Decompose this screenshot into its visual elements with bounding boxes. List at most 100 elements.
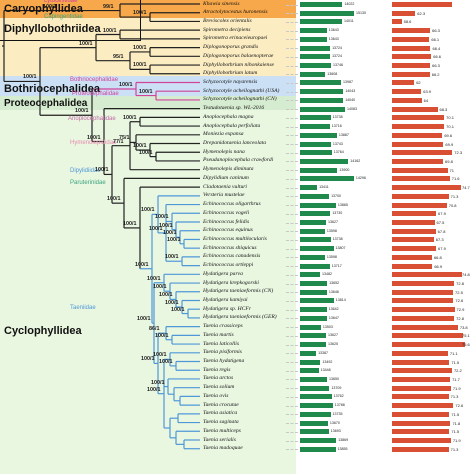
- support-value: 100/1: [155, 332, 169, 339]
- genome-size-bar: [300, 246, 334, 252]
- at-content-bar: [392, 333, 463, 339]
- at-content-bar: [392, 211, 437, 217]
- at-content-value: 67.9: [438, 211, 446, 217]
- species-name: Echinococcus shiquicus: [203, 244, 257, 251]
- species-name: Taenia martis: [203, 331, 234, 338]
- genome-size-value: 13646: [328, 289, 339, 294]
- species-name: Taenia solium: [203, 384, 235, 391]
- at-content-bar: [392, 254, 432, 260]
- genome-size-value: 13788: [334, 403, 345, 408]
- at-content-value: 71.3: [450, 193, 459, 199]
- genome-size-value: 14296: [355, 176, 366, 181]
- order-band: [0, 96, 296, 110]
- species-name: Diphyllobothrium nihonkaiense: [203, 61, 275, 68]
- genome-size-bar: [300, 106, 345, 112]
- at-content-value: 70.1: [446, 124, 454, 130]
- genome-size-bar: [300, 324, 321, 330]
- at-content-value: 64: [423, 97, 429, 103]
- genome-size-bar: [300, 28, 327, 34]
- family-label: Lytocestidae: [44, 0, 78, 4]
- at-content-value: 72.2: [453, 368, 462, 374]
- tip-guide: [286, 222, 298, 224]
- genome-size-bar: [300, 376, 327, 382]
- tip-guide: [286, 300, 298, 302]
- family-label: Anoplocephalidae: [68, 116, 116, 122]
- tip-guide: [286, 135, 298, 137]
- support-value: 100/1: [23, 74, 37, 81]
- at-content-bar: [392, 106, 438, 112]
- genome-size-value: 14162: [350, 158, 361, 163]
- genome-size-value: 14043: [345, 89, 356, 94]
- at-content-bar: [392, 97, 422, 103]
- genome-size-value: 13387: [318, 350, 329, 355]
- genome-size-value: 13492: [322, 359, 333, 364]
- tip-guide: [286, 449, 298, 451]
- genome-size-bar: [300, 150, 332, 156]
- genome-size-value: 13987: [342, 80, 353, 85]
- genome-size-bar: [300, 307, 327, 313]
- genome-size-value: 13887: [338, 132, 349, 137]
- genome-size-bar: [300, 158, 349, 164]
- genome-size-bar: [300, 359, 321, 365]
- order-label: Diphyllobothriidea: [4, 23, 101, 35]
- species-name: Atractolytocestus huronensis: [203, 9, 268, 16]
- species-name: Taenia laticollis: [203, 340, 240, 347]
- at-content-value: 75.6: [462, 342, 470, 348]
- genome-size-value: 13411: [319, 185, 329, 190]
- genome-size-bar: [300, 132, 337, 138]
- genome-size-value: 13608: [327, 71, 338, 76]
- species-name: Echinococcus vogeli: [203, 209, 250, 216]
- tip-guide: [286, 414, 298, 416]
- support-value: 100/1: [79, 40, 93, 47]
- genome-size-bar: [300, 211, 331, 217]
- at-content-value: 71.5: [451, 429, 460, 435]
- order-label: Proteocephalidea: [4, 98, 88, 109]
- at-content-bar: [392, 350, 448, 356]
- species-name: Diplogonoporus balaenopterae: [203, 52, 274, 59]
- tip-guide: [286, 248, 298, 250]
- support-value: 100/1: [103, 27, 117, 34]
- species-name: Testudotaenia sp. WL-2016: [203, 105, 265, 112]
- support-value: 100/1: [153, 352, 167, 359]
- species-name: Versteria mustelae: [203, 192, 245, 199]
- at-content-value: 75.1: [462, 333, 470, 339]
- genome-size-bar: [300, 420, 328, 426]
- at-content-bar: [392, 45, 431, 51]
- support-value: 100/1: [151, 379, 165, 386]
- tip-guide: [286, 283, 298, 285]
- genome-size-value: 13764: [333, 150, 344, 155]
- genome-size-bar: [300, 298, 334, 304]
- tip-guide: [286, 292, 298, 294]
- species-name: Schyzocotyle acheilognathi (CN): [203, 96, 277, 103]
- at-content-bar: [392, 220, 435, 225]
- species-name: Drepanidotaenia lanceolata: [203, 140, 267, 147]
- species-name: Hydatigera kamiyai: [203, 296, 248, 303]
- at-content-bar: [392, 63, 431, 69]
- order-label: Caryophyllidea: [4, 3, 83, 15]
- species-name: Echinococcus ortleppi: [203, 262, 254, 269]
- genome-size-value: 13693: [330, 429, 341, 434]
- species-name: Hydatigera sp. HCFr: [203, 305, 252, 312]
- at-content-bar: [392, 202, 447, 208]
- genome-size-bar: [300, 63, 331, 69]
- at-content-value: 71.5: [451, 359, 460, 365]
- genome-size-value: 13716: [331, 124, 342, 129]
- at-content-bar: [392, 89, 422, 95]
- tip-guide: [286, 187, 298, 189]
- genome-size-value: 13700: [331, 193, 342, 198]
- genome-size-bar: [300, 124, 330, 130]
- tip-guide: [286, 170, 298, 172]
- genome-size-bar: [300, 10, 354, 16]
- species-name: Breviscolex orientalis: [203, 17, 252, 24]
- species-name: Hymenolepis diminuta: [203, 166, 254, 173]
- at-content-bar: [392, 324, 458, 330]
- at-content-value: 66.3: [432, 63, 440, 69]
- tip-guide: [286, 335, 298, 337]
- family-label: Bothriocephalidae: [70, 77, 119, 83]
- genome-size-value: 13647: [328, 315, 339, 320]
- genome-size-bar: [300, 263, 330, 269]
- support-value: 100/1: [43, 3, 57, 10]
- family-label: Taeniidae: [70, 305, 96, 311]
- at-content-value: 72.6: [455, 403, 464, 409]
